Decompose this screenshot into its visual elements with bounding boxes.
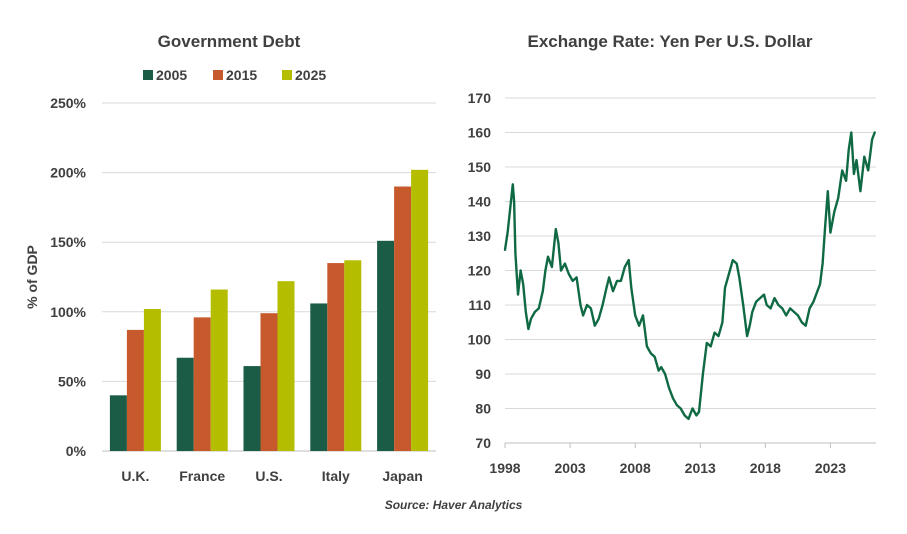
left-y-tick-label: 250%: [50, 95, 86, 111]
bar-us-2025: [277, 281, 295, 451]
legend-label-2005: 2005: [156, 67, 187, 83]
bar-uk-2005: [109, 395, 127, 451]
left-x-tick-label: U.S.: [255, 468, 282, 484]
left-x-tick-label: France: [179, 468, 225, 484]
right-x-tick-label: 2023: [815, 460, 846, 476]
source-note: Source: Haver Analytics: [384, 498, 523, 512]
legend-swatch-2015: [213, 70, 223, 80]
bar-france-2025: [210, 289, 228, 451]
bar-france-2015: [193, 317, 211, 451]
bar-italy-2005: [310, 303, 328, 451]
left-chart-y-tick-labels: 0% 50% 100% 150% 200% 250%: [50, 95, 86, 459]
left-x-tick-label: Italy: [322, 468, 350, 484]
left-chart-bars: [109, 169, 429, 452]
government-debt-chart: Government Debt 2005 2015 2025 0% 50% 100% 15…: [24, 32, 436, 484]
right-x-tick-label: 2018: [750, 460, 781, 476]
right-x-tick-label: 1998: [489, 460, 520, 476]
left-chart-title: Government Debt: [158, 32, 301, 51]
right-chart-title: Exchange Rate: Yen Per U.S. Dollar: [527, 32, 812, 51]
left-chart-x-tick-labels: U.K. France U.S. Italy Japan: [121, 468, 422, 484]
right-y-tick-label: 150: [468, 159, 492, 175]
legend-swatch-2025: [282, 70, 292, 80]
exchange-rate-chart: Exchange Rate: Yen Per U.S. Dollar 70 80 9…: [468, 32, 876, 476]
left-x-tick-label: U.K.: [121, 468, 149, 484]
right-y-tick-label: 70: [475, 435, 491, 451]
right-y-tick-label: 160: [468, 125, 492, 141]
legend-label-2025: 2025: [295, 67, 326, 83]
bar-us-2005: [243, 366, 261, 451]
left-y-tick-label: 0%: [66, 443, 87, 459]
bar-uk-2015: [126, 329, 144, 451]
right-x-tick-label: 2013: [685, 460, 716, 476]
bar-japan-2015: [394, 186, 412, 451]
left-y-tick-label: 150%: [50, 234, 86, 250]
legend-swatch-2005: [143, 70, 153, 80]
right-y-tick-label: 110: [468, 297, 491, 313]
left-y-tick-label: 50%: [58, 373, 87, 389]
right-chart-x-tick-labels: 1998 2003 2008 2013 2018 2023: [489, 443, 846, 476]
right-y-tick-label: 100: [468, 332, 492, 348]
legend-label-2015: 2015: [226, 67, 257, 83]
bar-uk-2025: [143, 309, 161, 451]
right-x-tick-label: 2008: [620, 460, 651, 476]
bar-us-2015: [260, 313, 278, 451]
right-chart-line-series: [503, 131, 876, 421]
bar-italy-2015: [327, 263, 345, 451]
bar-japan-2025: [411, 169, 429, 452]
yen-per-dollar-line: [503, 131, 876, 421]
left-y-tick-label: 200%: [50, 165, 86, 181]
right-y-tick-label: 140: [468, 194, 492, 210]
right-y-tick-label: 120: [468, 263, 492, 279]
right-y-tick-label: 170: [468, 90, 492, 106]
right-x-tick-label: 2003: [555, 460, 586, 476]
left-x-tick-label: Japan: [382, 468, 422, 484]
left-chart-y-axis-label: % of GDP: [24, 245, 40, 309]
left-y-tick-label: 100%: [50, 304, 86, 320]
bar-france-2005: [176, 357, 194, 451]
bar-italy-2025: [344, 260, 362, 451]
right-y-tick-label: 130: [468, 228, 492, 244]
right-y-tick-label: 80: [475, 401, 491, 417]
bar-japan-2005: [377, 240, 395, 451]
right-y-tick-label: 90: [475, 366, 491, 382]
right-chart-y-tick-labels: 70 80 90 100 110 120 130 140 150 160 170: [468, 90, 492, 451]
left-chart-legend: 2005 2015 2025: [143, 67, 326, 83]
